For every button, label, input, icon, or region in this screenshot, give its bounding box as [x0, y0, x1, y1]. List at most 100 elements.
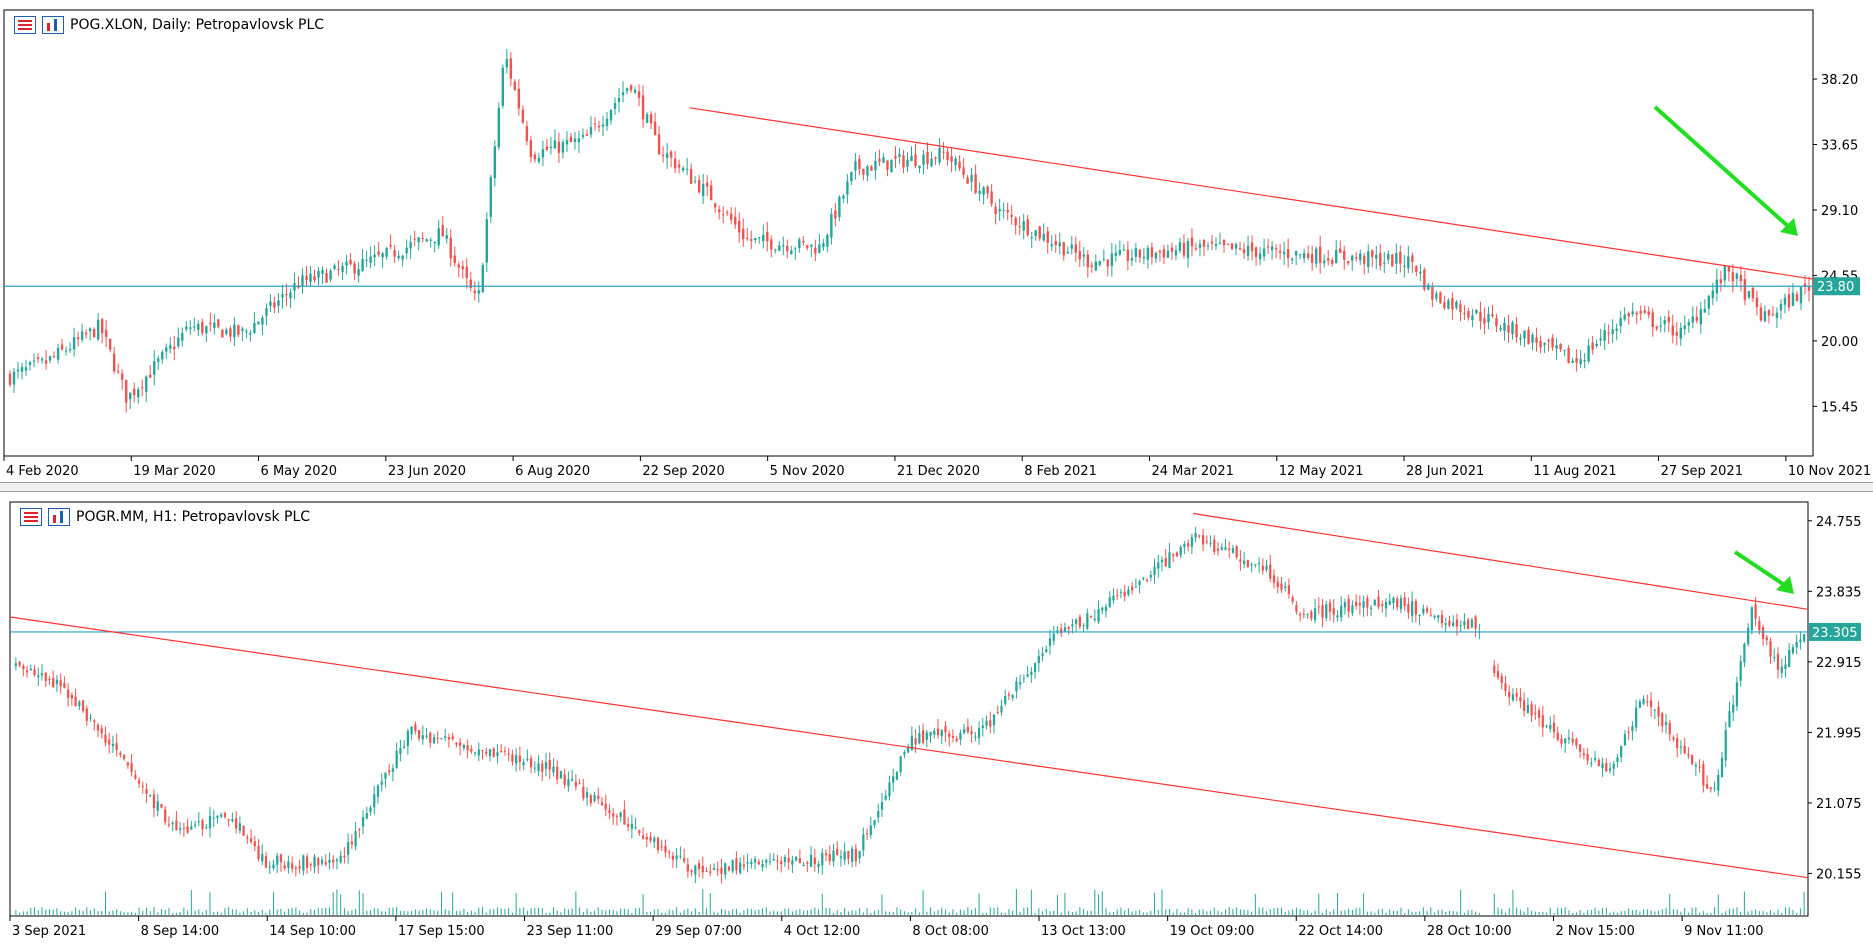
candle [778, 241, 781, 252]
candle [492, 747, 495, 758]
candle [552, 758, 555, 777]
candle [1371, 249, 1374, 268]
top-chart-pane[interactable]: 38.20 33.65 29.10 24.55 20.00 15.45 4 Feb 2020… [0, 0, 1873, 482]
candle [1803, 633, 1806, 644]
candle [1560, 734, 1563, 748]
candle [393, 244, 396, 263]
candle [1499, 324, 1502, 332]
candle [1705, 775, 1709, 789]
candle [1201, 528, 1205, 552]
candle [787, 848, 790, 870]
candle [1655, 325, 1658, 332]
date-axis-label: 23 Sep 11:00 [527, 924, 614, 939]
candle [1590, 757, 1593, 768]
candle [895, 770, 899, 781]
candle [1586, 748, 1589, 766]
candle [261, 315, 264, 335]
candle [1735, 272, 1739, 287]
candle [432, 733, 436, 745]
candle [1683, 315, 1686, 335]
candle [869, 816, 872, 839]
pane-splitter[interactable] [0, 482, 1873, 492]
candle [221, 328, 224, 338]
candle [899, 755, 902, 776]
candle [1343, 598, 1347, 615]
date-axis-label: 19 Oct 09:00 [1170, 924, 1255, 939]
date-axis-label: 13 Oct 13:00 [1041, 924, 1126, 939]
date-axis-label: 24 Mar 2021 [1151, 464, 1233, 479]
candle [612, 808, 615, 825]
candle [190, 820, 193, 831]
candle [193, 820, 197, 829]
candle [466, 739, 469, 759]
candle [638, 829, 641, 836]
candle [1407, 245, 1410, 274]
candle [717, 205, 721, 220]
candle [63, 676, 66, 689]
chart-properties-icon[interactable] [42, 16, 64, 34]
candle [750, 230, 753, 250]
candle [533, 761, 536, 773]
candle [133, 382, 136, 403]
candle [481, 262, 484, 293]
candle [675, 847, 678, 869]
candle [1663, 316, 1666, 333]
candle [582, 778, 585, 801]
candle [12, 367, 16, 393]
candle [1074, 236, 1077, 262]
candle [930, 151, 933, 168]
candle [1045, 645, 1048, 653]
current-price-label: 23.80 [1817, 280, 1854, 295]
bottom-chart-pane[interactable]: 24.755 23.835 22.915 21.995 21.075 20.155 3 Se… [0, 492, 1873, 945]
candle [1452, 615, 1455, 628]
candle [770, 235, 773, 258]
candle [1377, 590, 1380, 610]
candle [377, 242, 380, 257]
candle [963, 723, 966, 735]
candle [665, 143, 669, 169]
candle [1306, 245, 1310, 261]
candle [1575, 349, 1578, 372]
candle [48, 355, 52, 364]
candle [1763, 305, 1767, 323]
bottom-chart-symbol: POGR.MM, H1: Petropavlovsk PLC [76, 509, 311, 525]
candle [18, 661, 21, 668]
candle [1791, 644, 1795, 655]
candle [1239, 549, 1242, 571]
market-watch-icon[interactable] [20, 508, 42, 526]
candle [1795, 634, 1798, 654]
candle [1379, 244, 1382, 271]
candle [621, 81, 625, 103]
candle [358, 828, 361, 838]
candle [874, 151, 877, 180]
candle [16, 362, 20, 379]
candle [870, 165, 873, 171]
candle [1269, 554, 1272, 583]
candle [227, 818, 230, 827]
candle [569, 133, 573, 143]
candle [1291, 594, 1294, 605]
candle [409, 235, 412, 260]
bottom-chart-canvas[interactable]: 24.755 23.835 22.915 21.995 21.075 20.155 3 Se… [0, 492, 1873, 945]
candle [1112, 588, 1115, 604]
market-watch-icon[interactable] [14, 16, 36, 34]
candle [1396, 595, 1399, 611]
chart-properties-icon[interactable] [48, 508, 70, 526]
price-axis-label: 20.00 [1821, 335, 1858, 350]
candle [1638, 699, 1641, 709]
candle [145, 783, 148, 804]
candle [507, 747, 510, 762]
candle [1672, 735, 1675, 742]
candle [1612, 760, 1615, 776]
candle [1070, 236, 1073, 255]
candle [1022, 674, 1025, 684]
candle [235, 811, 238, 834]
date-axis-label: 9 Nov 11:00 [1684, 924, 1763, 939]
candle [115, 733, 118, 757]
candle [1048, 629, 1052, 655]
date-axis-label: 8 Oct 08:00 [912, 924, 988, 939]
candle [1299, 611, 1302, 622]
candle [1086, 608, 1089, 631]
candle [1262, 238, 1266, 261]
